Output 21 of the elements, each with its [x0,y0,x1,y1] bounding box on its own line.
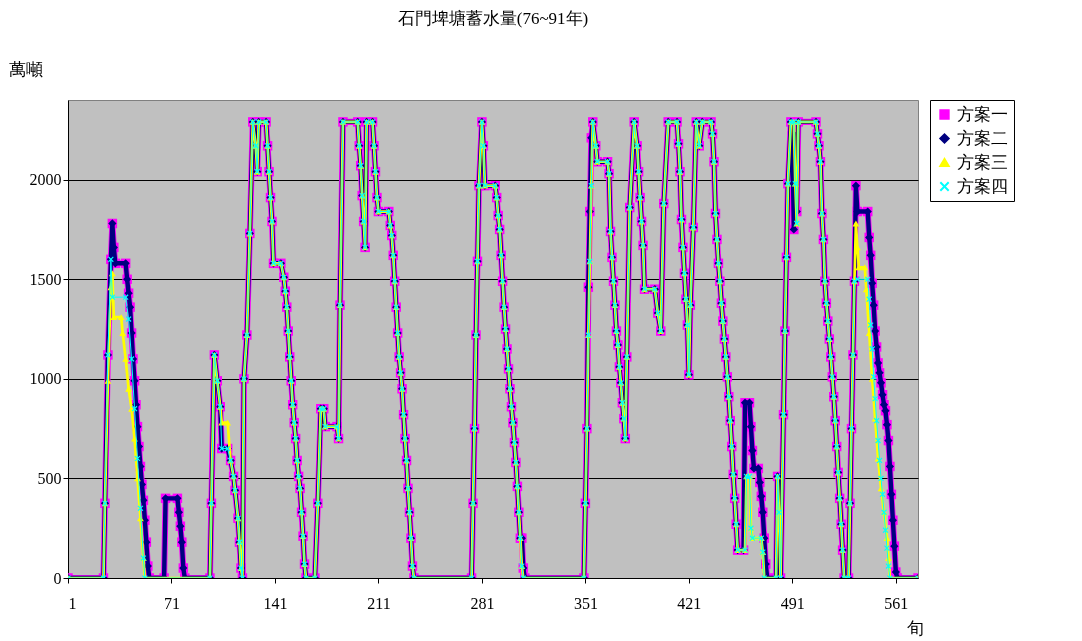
y-axis-title: 萬噸 [8,59,43,79]
x-tick-label: 1 [68,594,77,612]
chart-title: 石門埤塘蓄水量(76~91年) [397,9,589,28]
x-tick-label: 211 [367,594,391,612]
y-tick-label: 500 [37,469,62,487]
legend-label: 方案二 [957,128,1008,148]
x-tick-label: 351 [573,594,598,612]
y-tick-label: 2000 [29,171,62,189]
legend-label: 方案四 [957,176,1008,196]
x-tick-label: 421 [677,594,702,612]
legend-label: 方案三 [957,152,1008,172]
y-tick-label: 1000 [29,370,62,388]
x-tick-label: 281 [470,594,495,612]
x-tick-label: 561 [884,594,909,612]
y-tick-label: 0 [53,569,62,587]
x-tick-label: 491 [780,594,805,612]
x-axis-title: 旬 [906,618,924,638]
x-tick-label: 71 [163,594,180,612]
legend-label: 方案一 [957,104,1008,124]
y-tick-label: 1500 [29,270,62,288]
x-tick-label: 141 [263,594,288,612]
